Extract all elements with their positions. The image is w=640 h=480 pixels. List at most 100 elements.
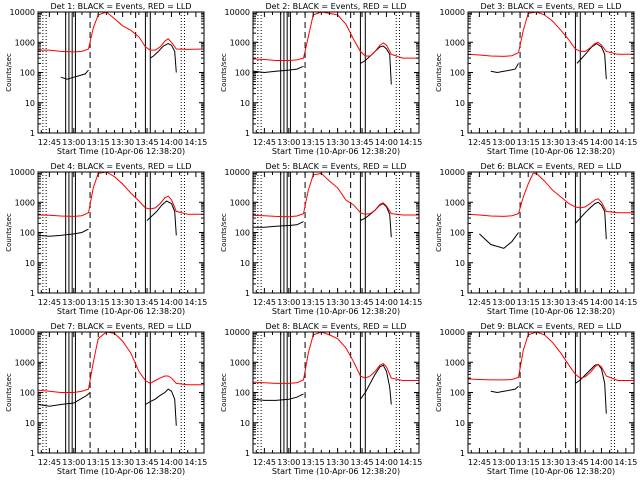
events-series-line bbox=[575, 201, 607, 240]
y-tick-label: 10000 bbox=[10, 328, 35, 337]
x-tick-label: 13:00 bbox=[492, 138, 515, 147]
x-tick-label: 12:45 bbox=[253, 458, 276, 467]
lld-series-line bbox=[253, 12, 419, 61]
y-axis-label: Counts/sec bbox=[220, 373, 228, 412]
y-tick-label: 1000 bbox=[230, 38, 250, 47]
x-axis-label: Start Time (10-Apr-06 12:38:20) bbox=[272, 467, 400, 476]
x-tick-label: 13:45 bbox=[351, 298, 374, 307]
panel-title: Det 1: BLACK = Events, RED = LLD bbox=[51, 2, 192, 11]
y-tick-label: 1 bbox=[30, 449, 35, 458]
x-tick-label: 13:30 bbox=[111, 458, 134, 467]
y-tick-label: 1 bbox=[460, 129, 465, 138]
x-tick-label: 14:15 bbox=[399, 458, 422, 467]
x-tick-label: 13:30 bbox=[541, 138, 564, 147]
x-tick-label: 13:00 bbox=[62, 138, 85, 147]
events-series-line bbox=[360, 45, 392, 85]
lld-series-line bbox=[253, 332, 419, 384]
events-series-line bbox=[60, 69, 89, 80]
x-axis-label: Start Time (10-Apr-06 12:38:20) bbox=[487, 307, 615, 316]
lld-series-line bbox=[253, 172, 419, 218]
x-tick-label: 13:15 bbox=[87, 138, 110, 147]
y-tick-label: 10 bbox=[25, 419, 35, 428]
x-tick-label: 14:15 bbox=[184, 458, 207, 467]
x-tick-label: 13:15 bbox=[302, 458, 325, 467]
x-tick-label: 12:45 bbox=[468, 458, 491, 467]
y-tick-label: 1 bbox=[30, 129, 35, 138]
y-tick-label: 10000 bbox=[10, 168, 35, 177]
events-series-line bbox=[359, 364, 392, 405]
y-tick-label: 100 bbox=[450, 389, 465, 398]
y-tick-label: 10000 bbox=[10, 8, 35, 17]
y-tick-label: 10000 bbox=[225, 328, 250, 337]
events-series-line bbox=[38, 392, 91, 407]
y-tick-label: 1000 bbox=[445, 198, 465, 207]
x-axis-label: Start Time (10-Apr-06 12:38:20) bbox=[272, 147, 400, 156]
x-tick-label: 13:00 bbox=[277, 458, 300, 467]
y-axis-label: Counts/sec bbox=[220, 53, 228, 92]
y-tick-label: 10 bbox=[240, 419, 250, 428]
x-tick-label: 14:15 bbox=[614, 298, 637, 307]
y-tick-label: 1 bbox=[460, 449, 465, 458]
x-tick-label: 13:15 bbox=[517, 138, 540, 147]
x-tick-label: 14:00 bbox=[160, 138, 183, 147]
x-tick-label: 14:15 bbox=[184, 138, 207, 147]
x-tick-label: 12:45 bbox=[253, 138, 276, 147]
x-tick-label: 13:15 bbox=[87, 458, 110, 467]
x-tick-label: 14:00 bbox=[160, 298, 183, 307]
events-series-line bbox=[576, 42, 607, 80]
events-series-line bbox=[490, 63, 519, 74]
y-axis-label: Counts/sec bbox=[435, 53, 443, 92]
x-tick-label: 13:45 bbox=[566, 138, 589, 147]
panel-title: Det 5: BLACK = Events, RED = LLD bbox=[266, 162, 407, 171]
y-tick-label: 10 bbox=[455, 259, 465, 268]
plot-frame bbox=[252, 11, 420, 134]
detector-panel: 1 10 100 1000 10000 12:45 13:00 13:15 13:30 13:45… bbox=[220, 322, 422, 476]
x-tick-label: 13:30 bbox=[111, 298, 134, 307]
panel-title: Det 6: BLACK = Events, RED = LLD bbox=[481, 162, 622, 171]
y-tick-label: 1000 bbox=[15, 198, 35, 207]
detector-panel: 1 10 100 1000 10000 12:45 13:00 13:15 13:30 13:45… bbox=[435, 2, 637, 156]
y-axis-label: Counts/sec bbox=[5, 373, 13, 412]
events-series-line bbox=[145, 388, 177, 426]
x-tick-label: 13:45 bbox=[566, 298, 589, 307]
detector-panel: 1 10 100 1000 10000 12:45 13:00 13:15 13:30 13:45… bbox=[5, 322, 207, 476]
events-series-line bbox=[253, 393, 304, 401]
x-tick-label: 12:45 bbox=[38, 298, 61, 307]
x-tick-label: 12:45 bbox=[38, 138, 61, 147]
panel-title: Det 2: BLACK = Events, RED = LLD bbox=[266, 2, 407, 11]
x-tick-label: 14:00 bbox=[375, 458, 398, 467]
x-axis-label: Start Time (10-Apr-06 12:38:20) bbox=[57, 467, 185, 476]
panel-title: Det 9: BLACK = Events, RED = LLD bbox=[481, 322, 622, 331]
y-tick-label: 10000 bbox=[225, 8, 250, 17]
y-tick-label: 10000 bbox=[225, 168, 250, 177]
panel-title: Det 3: BLACK = Events, RED = LLD bbox=[481, 2, 622, 11]
y-tick-label: 100 bbox=[235, 389, 250, 398]
plot-frame bbox=[252, 331, 420, 454]
detector-panel: 1 10 100 1000 10000 12:45 13:00 13:15 13:30 13:45… bbox=[220, 2, 422, 156]
y-tick-label: 1 bbox=[245, 289, 250, 298]
y-tick-label: 1000 bbox=[15, 358, 35, 367]
x-tick-label: 14:00 bbox=[590, 298, 613, 307]
y-tick-label: 10 bbox=[240, 259, 250, 268]
y-tick-label: 1 bbox=[30, 289, 35, 298]
plot-frame bbox=[467, 11, 635, 134]
x-tick-label: 14:00 bbox=[160, 458, 183, 467]
y-axis-label: Counts/sec bbox=[220, 213, 228, 252]
plot-frame bbox=[467, 171, 635, 294]
lld-series-line bbox=[38, 332, 204, 393]
x-axis-label: Start Time (10-Apr-06 12:38:20) bbox=[487, 467, 615, 476]
x-tick-label: 14:15 bbox=[399, 298, 422, 307]
events-series-line bbox=[146, 200, 177, 236]
lld-series-line bbox=[468, 172, 634, 217]
events-series-line bbox=[150, 43, 177, 73]
y-tick-label: 10 bbox=[455, 419, 465, 428]
y-tick-label: 1000 bbox=[230, 198, 250, 207]
y-tick-label: 1000 bbox=[230, 358, 250, 367]
x-tick-label: 14:15 bbox=[614, 458, 637, 467]
x-tick-label: 13:15 bbox=[87, 298, 110, 307]
events-series-line bbox=[575, 363, 607, 414]
events-series-line bbox=[38, 228, 89, 237]
x-tick-label: 12:45 bbox=[468, 138, 491, 147]
x-tick-label: 13:45 bbox=[351, 458, 374, 467]
